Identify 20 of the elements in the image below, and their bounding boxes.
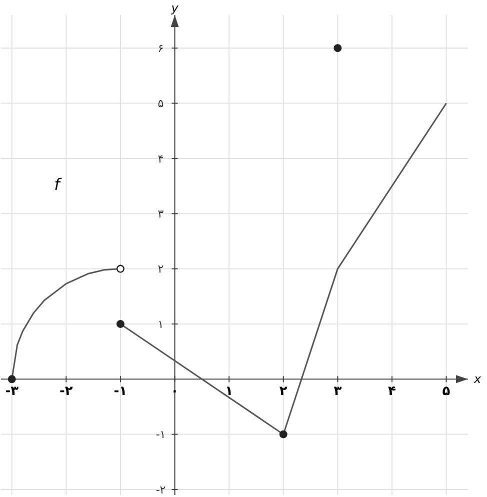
- x-axis-title: x: [473, 372, 482, 386]
- x-tick-label: ۱: [225, 384, 234, 400]
- y-tick-label: ۵: [158, 97, 164, 110]
- y-tick-label: -۲: [156, 483, 166, 496]
- y-tick-label: ۳: [158, 207, 164, 220]
- y-axis-title: y: [170, 1, 180, 15]
- x-tick-label: -۳: [5, 384, 19, 400]
- y-tick-label: -۱: [156, 428, 166, 442]
- x-tick-label: ۳: [334, 384, 342, 400]
- y-tick-label: ۱: [158, 318, 164, 331]
- y-tick-label: ۶: [158, 42, 164, 55]
- x-tick-label: -۱: [114, 384, 128, 400]
- x-tick-label: ۵: [442, 384, 450, 400]
- y-tick-label: ۲: [158, 262, 164, 276]
- x-tick-label: ۰: [170, 384, 179, 400]
- x-tick-label: ۴: [388, 384, 396, 400]
- x-tick-label: -۲: [59, 384, 73, 400]
- annotation: f: [54, 175, 62, 194]
- x-tick-label: ۲: [279, 384, 288, 400]
- y-tick-label: ۴: [158, 152, 164, 166]
